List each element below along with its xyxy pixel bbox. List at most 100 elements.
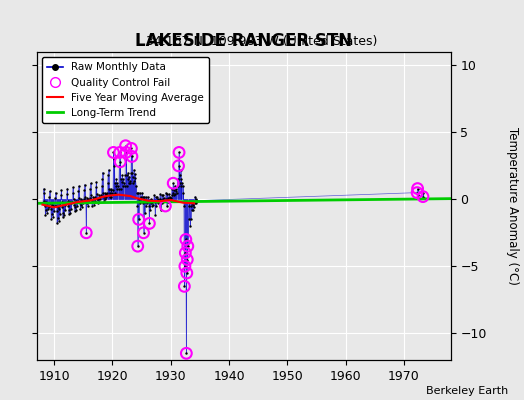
Point bbox=[174, 183, 182, 189]
Point bbox=[116, 149, 124, 156]
Point bbox=[169, 180, 178, 186]
Point bbox=[52, 203, 60, 209]
Point bbox=[110, 149, 118, 156]
Point bbox=[82, 199, 90, 205]
Point bbox=[147, 196, 156, 202]
Point bbox=[161, 203, 170, 209]
Point bbox=[159, 192, 167, 198]
Point bbox=[143, 198, 151, 204]
Point bbox=[95, 199, 104, 205]
Point bbox=[46, 188, 54, 194]
Point bbox=[68, 199, 77, 205]
Point bbox=[107, 194, 115, 200]
Point bbox=[104, 167, 113, 173]
Point bbox=[47, 206, 55, 212]
Point bbox=[190, 204, 198, 210]
Point bbox=[69, 184, 78, 190]
Point bbox=[127, 145, 136, 152]
Point bbox=[176, 180, 184, 186]
Point bbox=[127, 169, 135, 176]
Point bbox=[136, 200, 145, 206]
Point bbox=[96, 194, 104, 200]
Point bbox=[41, 212, 50, 218]
Point bbox=[100, 194, 108, 200]
Point bbox=[57, 192, 65, 198]
Point bbox=[185, 203, 193, 209]
Point bbox=[119, 180, 128, 186]
Point bbox=[97, 192, 105, 198]
Point bbox=[187, 216, 195, 222]
Point bbox=[175, 149, 183, 156]
Point bbox=[140, 210, 149, 216]
Point bbox=[154, 196, 162, 202]
Point bbox=[125, 177, 134, 184]
Point bbox=[42, 199, 51, 205]
Point bbox=[191, 196, 200, 202]
Point bbox=[73, 203, 81, 209]
Point bbox=[111, 190, 119, 196]
Point bbox=[79, 200, 87, 206]
Point bbox=[102, 191, 110, 197]
Point bbox=[188, 200, 196, 206]
Point bbox=[51, 195, 59, 201]
Point bbox=[174, 163, 183, 169]
Point bbox=[81, 181, 89, 188]
Point bbox=[113, 185, 121, 192]
Point bbox=[153, 194, 161, 200]
Point bbox=[163, 191, 171, 197]
Point bbox=[91, 194, 100, 200]
Point bbox=[84, 199, 93, 205]
Point bbox=[49, 214, 57, 220]
Point bbox=[84, 196, 92, 202]
Point bbox=[96, 196, 105, 202]
Point bbox=[129, 167, 138, 173]
Point bbox=[131, 175, 139, 181]
Point bbox=[109, 187, 117, 193]
Point bbox=[137, 196, 145, 202]
Point bbox=[101, 190, 109, 196]
Point bbox=[167, 195, 176, 201]
Point bbox=[82, 200, 91, 206]
Point bbox=[63, 191, 71, 197]
Point bbox=[49, 208, 58, 214]
Point bbox=[70, 208, 79, 214]
Point bbox=[56, 211, 64, 217]
Point bbox=[140, 194, 148, 200]
Point bbox=[123, 172, 131, 178]
Point bbox=[160, 198, 169, 204]
Point bbox=[58, 204, 67, 210]
Point bbox=[192, 200, 200, 206]
Point bbox=[116, 159, 124, 165]
Point bbox=[183, 270, 191, 276]
Point bbox=[181, 263, 189, 270]
Point bbox=[157, 192, 166, 198]
Point bbox=[413, 190, 421, 196]
Point bbox=[98, 176, 106, 182]
Point bbox=[147, 200, 155, 206]
Point bbox=[183, 243, 192, 249]
Point bbox=[123, 183, 131, 189]
Point bbox=[121, 172, 129, 178]
Point bbox=[39, 190, 48, 196]
Point bbox=[76, 200, 84, 206]
Point bbox=[70, 202, 78, 208]
Point bbox=[181, 263, 189, 270]
Point bbox=[135, 216, 143, 222]
Point bbox=[71, 204, 79, 210]
Point bbox=[72, 199, 81, 205]
Point bbox=[164, 195, 172, 201]
Point bbox=[82, 230, 91, 236]
Point bbox=[89, 194, 97, 200]
Point bbox=[171, 185, 180, 192]
Point bbox=[176, 167, 184, 173]
Point bbox=[53, 220, 61, 227]
Point bbox=[178, 180, 186, 186]
Point bbox=[130, 177, 138, 184]
Point bbox=[40, 198, 49, 204]
Point bbox=[78, 198, 86, 204]
Point bbox=[59, 210, 68, 216]
Point bbox=[144, 194, 152, 200]
Point bbox=[81, 194, 90, 200]
Point bbox=[157, 207, 165, 213]
Point bbox=[106, 190, 114, 196]
